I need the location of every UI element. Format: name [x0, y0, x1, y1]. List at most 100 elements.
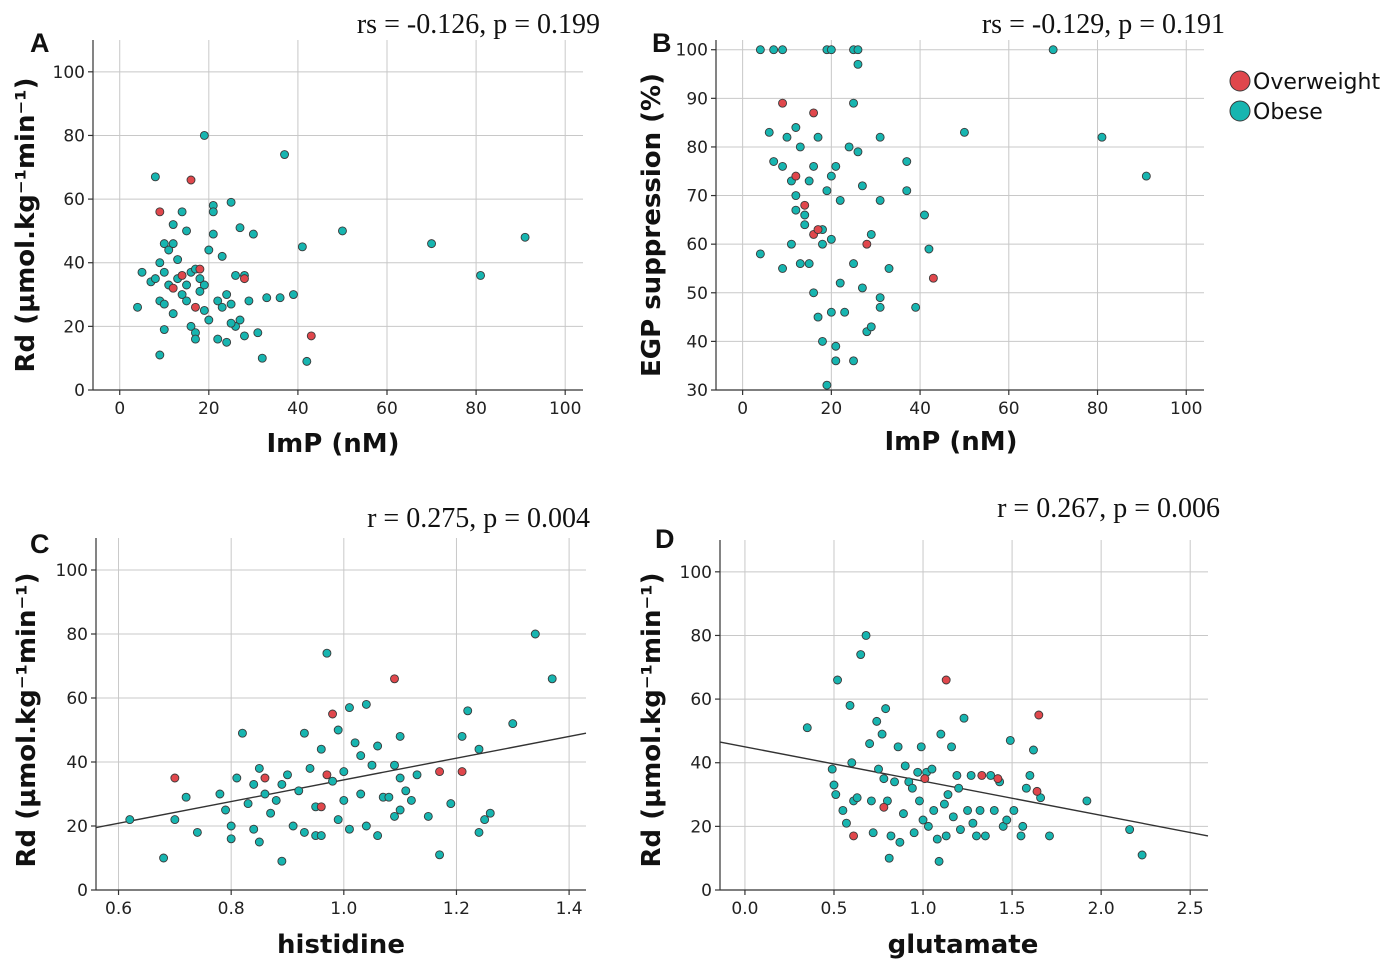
point-obese — [231, 271, 240, 280]
point-obese — [168, 239, 178, 249]
point-overweight — [813, 225, 823, 235]
point-obese — [929, 806, 939, 815]
point-obese — [373, 741, 383, 751]
point-obese — [809, 288, 819, 298]
y-tick-label: 60 — [63, 190, 85, 210]
point-obese — [966, 771, 976, 780]
point-obese — [791, 123, 801, 132]
point-obese — [476, 271, 485, 280]
point-obese — [980, 831, 990, 841]
x-tick-label: 20 — [198, 399, 220, 419]
point-obese — [195, 274, 205, 284]
point-obese — [333, 815, 343, 825]
point-obese — [802, 723, 812, 733]
point-obese — [868, 828, 878, 838]
point-obese — [344, 824, 354, 834]
point-obese — [339, 795, 349, 805]
point-obese — [208, 207, 218, 217]
point-obese — [199, 280, 209, 290]
point-obese — [822, 380, 832, 390]
point-obese — [232, 773, 242, 783]
point-obese — [412, 770, 422, 780]
point-overweight — [800, 200, 810, 210]
point-obese — [835, 278, 845, 288]
point-obese — [186, 321, 196, 331]
point-obese — [125, 815, 135, 825]
point-obese — [155, 350, 165, 360]
point-obese — [795, 142, 805, 152]
point-obese — [972, 831, 981, 841]
point-obese — [277, 779, 287, 789]
point-obese — [804, 259, 814, 269]
legend-swatch-obese — [1229, 100, 1251, 122]
point-obese — [260, 789, 270, 799]
point-obese — [875, 195, 885, 205]
point-obese — [963, 806, 973, 815]
point-obese — [222, 337, 232, 347]
point-obese — [253, 328, 263, 338]
point-obese — [829, 780, 839, 790]
point-obese — [884, 264, 894, 273]
point-obese — [289, 290, 298, 299]
point-obese — [199, 306, 209, 315]
point-obese — [1018, 821, 1028, 831]
point-obese — [842, 818, 851, 828]
point-obese — [485, 808, 495, 818]
point-obese — [257, 353, 267, 363]
y-tick-label: 0 — [701, 881, 712, 901]
x-tick-label: 80 — [465, 399, 487, 419]
point-obese — [427, 239, 436, 249]
point-obese — [208, 229, 218, 239]
point-obese — [943, 790, 953, 799]
point-overweight — [435, 767, 445, 777]
point-obese — [254, 763, 264, 773]
panel-letter: B — [652, 28, 672, 58]
point-obese — [302, 356, 312, 366]
y-axis-label: EGP suppression (%) — [637, 73, 667, 377]
point-obese — [262, 293, 272, 303]
point-overweight — [177, 271, 187, 280]
point-overweight — [879, 802, 889, 812]
legend-label-obese: Obese — [1253, 100, 1323, 125]
point-obese — [159, 239, 169, 249]
point-obese — [778, 45, 787, 55]
point-obese — [217, 302, 227, 312]
point-obese — [831, 356, 841, 366]
x-tick-label: 2.5 — [1177, 899, 1204, 919]
point-obese — [191, 334, 200, 344]
point-obese — [240, 331, 249, 341]
point-obese — [755, 249, 765, 259]
point-obese — [795, 259, 805, 269]
point-obese — [221, 805, 230, 815]
point-overweight — [260, 773, 270, 783]
point-obese — [266, 808, 276, 818]
y-tick-label: 20 — [66, 817, 88, 837]
y-tick-label: 80 — [690, 626, 712, 646]
y-tick-label: 50 — [686, 284, 708, 304]
point-obese — [182, 226, 191, 236]
point-overweight — [993, 774, 1003, 784]
point-obese — [164, 245, 174, 255]
point-obese — [446, 799, 456, 809]
y-tick-label: 20 — [63, 317, 85, 337]
x-tick-label: 2.0 — [1088, 899, 1115, 919]
point-overweight — [191, 302, 200, 312]
legend-swatch-overweight — [1229, 70, 1251, 92]
point-obese — [853, 147, 863, 157]
point-obese — [367, 760, 377, 770]
panel-letter: C — [30, 529, 50, 559]
x-tick-label: 1.5 — [999, 899, 1026, 919]
point-obese — [813, 132, 823, 142]
point-obese — [328, 776, 338, 786]
point-obese — [235, 223, 245, 233]
point-obese — [826, 307, 836, 317]
point-obese — [155, 258, 165, 268]
point-obese — [401, 786, 411, 796]
point-obese — [826, 45, 836, 55]
point-obese — [769, 45, 779, 55]
point-obese — [800, 210, 810, 220]
point-obese — [168, 220, 178, 229]
point-obese — [890, 777, 899, 787]
